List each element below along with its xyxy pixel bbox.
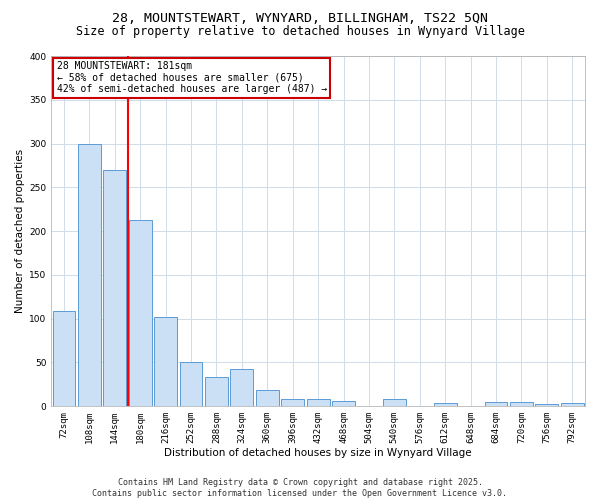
Bar: [281, 399, 304, 406]
Bar: [154, 317, 177, 406]
Bar: [307, 399, 329, 406]
Bar: [510, 402, 533, 406]
Bar: [129, 220, 152, 406]
Bar: [230, 370, 253, 406]
X-axis label: Distribution of detached houses by size in Wynyard Village: Distribution of detached houses by size …: [164, 448, 472, 458]
Bar: [434, 402, 457, 406]
Bar: [53, 311, 76, 406]
Text: Contains HM Land Registry data © Crown copyright and database right 2025.
Contai: Contains HM Land Registry data © Crown c…: [92, 478, 508, 498]
Bar: [485, 402, 508, 406]
Bar: [179, 362, 202, 406]
Text: 28, MOUNTSTEWART, WYNYARD, BILLINGHAM, TS22 5QN: 28, MOUNTSTEWART, WYNYARD, BILLINGHAM, T…: [112, 12, 488, 26]
Bar: [205, 378, 228, 406]
Bar: [383, 399, 406, 406]
Text: Size of property relative to detached houses in Wynyard Village: Size of property relative to detached ho…: [76, 25, 524, 38]
Bar: [256, 390, 279, 406]
Text: 28 MOUNTSTEWART: 181sqm
← 58% of detached houses are smaller (675)
42% of semi-d: 28 MOUNTSTEWART: 181sqm ← 58% of detache…: [56, 62, 327, 94]
Y-axis label: Number of detached properties: Number of detached properties: [15, 149, 25, 313]
Bar: [332, 401, 355, 406]
Bar: [78, 144, 101, 406]
Bar: [561, 402, 584, 406]
Bar: [103, 170, 126, 406]
Bar: [535, 404, 559, 406]
